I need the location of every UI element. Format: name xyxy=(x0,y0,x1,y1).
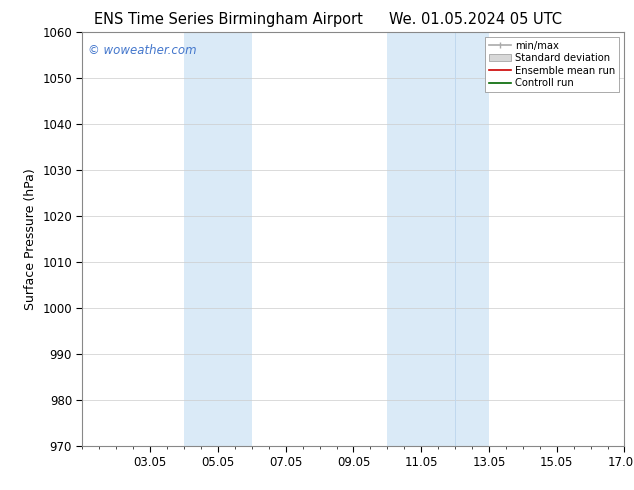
Text: © woweather.com: © woweather.com xyxy=(88,44,197,57)
Text: ENS Time Series Birmingham Airport: ENS Time Series Birmingham Airport xyxy=(94,12,363,27)
Y-axis label: Surface Pressure (hPa): Surface Pressure (hPa) xyxy=(23,168,37,310)
Bar xyxy=(387,32,489,446)
Legend: min/max, Standard deviation, Ensemble mean run, Controll run: min/max, Standard deviation, Ensemble me… xyxy=(485,37,619,92)
Bar xyxy=(184,32,252,446)
Text: We. 01.05.2024 05 UTC: We. 01.05.2024 05 UTC xyxy=(389,12,562,27)
